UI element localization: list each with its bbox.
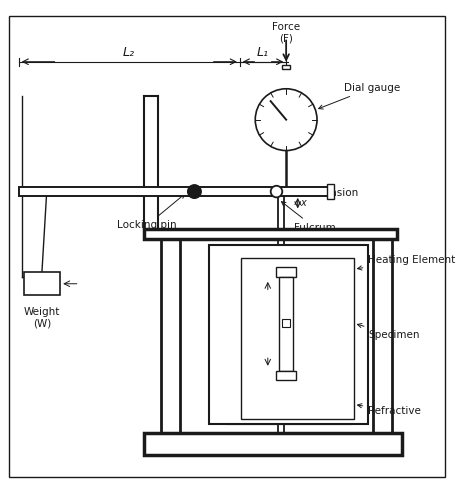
- Text: Specimen: Specimen: [357, 324, 419, 340]
- Circle shape: [255, 89, 317, 150]
- Circle shape: [271, 186, 283, 197]
- Bar: [283, 65, 290, 69]
- Bar: [24, 272, 60, 295]
- Circle shape: [188, 185, 201, 198]
- Bar: [241, 257, 354, 419]
- Text: L₁: L₁: [257, 46, 269, 59]
- Bar: [209, 245, 368, 424]
- Text: Extension: Extension: [307, 188, 359, 198]
- Bar: [276, 371, 296, 380]
- Bar: [144, 229, 397, 240]
- Text: Force
(F): Force (F): [272, 22, 300, 44]
- Text: Fulcrum: Fulcrum: [282, 202, 336, 233]
- Text: Weight
(W): Weight (W): [24, 307, 60, 329]
- Bar: [276, 267, 296, 277]
- Text: x: x: [301, 198, 306, 208]
- Bar: [283, 319, 290, 327]
- Bar: [226, 262, 351, 424]
- Text: Heating Element: Heating Element: [357, 254, 456, 270]
- Bar: [373, 240, 392, 433]
- Bar: [327, 184, 334, 199]
- Bar: [279, 277, 293, 371]
- Text: Dial gauge: Dial gauge: [319, 83, 401, 109]
- Bar: [19, 187, 334, 196]
- Text: Refractive: Refractive: [357, 404, 421, 416]
- Text: Locking pin: Locking pin: [117, 194, 185, 230]
- Text: L₂: L₂: [123, 46, 135, 59]
- Bar: [144, 433, 402, 455]
- Text: Lₛ: Lₛ: [257, 318, 266, 328]
- Bar: [161, 240, 180, 433]
